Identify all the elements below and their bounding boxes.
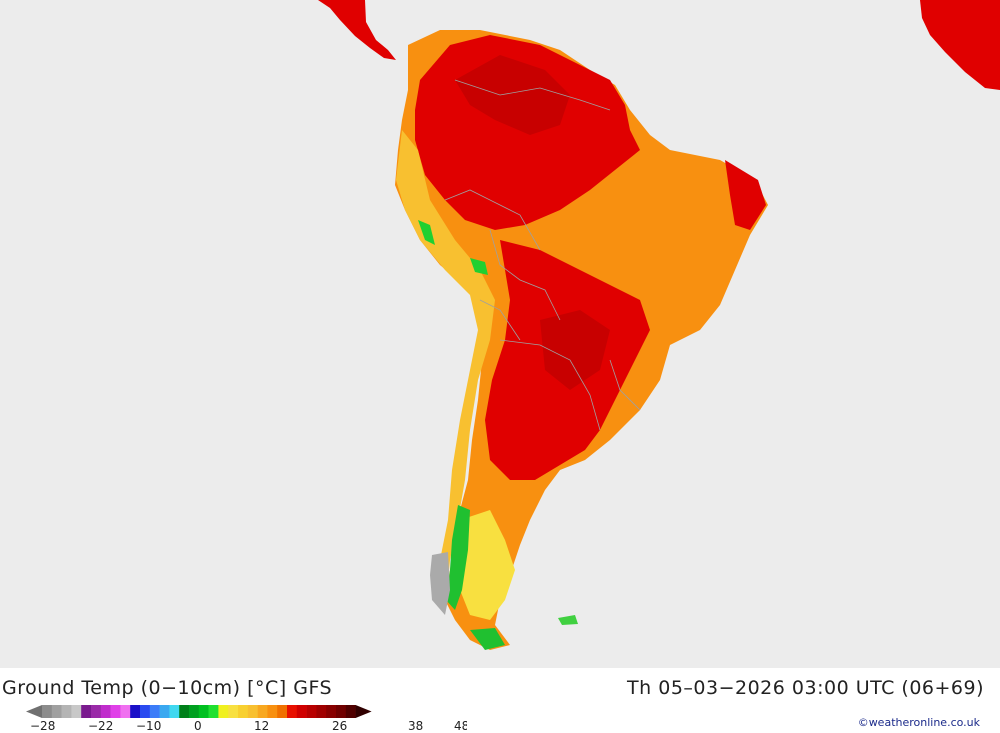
southern-chile-green — [446, 505, 470, 610]
legend-swatch — [81, 705, 92, 718]
legend-swatch — [149, 705, 160, 718]
legend-swatch — [169, 705, 180, 718]
legend-swatch — [179, 705, 190, 718]
tierra-del-fuego — [470, 628, 505, 650]
legend-swatch — [130, 705, 141, 718]
legend-swatch — [247, 705, 258, 718]
country-borders — [444, 79, 641, 431]
legend-swatch — [42, 705, 53, 718]
map-svg — [318, 0, 1000, 650]
northeast-hot-region — [725, 160, 766, 230]
legend-swatch — [326, 705, 337, 718]
legend-swatch — [61, 705, 72, 718]
legend-tick-label: 38 — [408, 719, 423, 731]
legend-swatch — [208, 705, 219, 718]
falkland-islands — [558, 615, 578, 625]
bolivia-green-spot — [470, 258, 488, 275]
legend-swatch — [51, 705, 62, 718]
legend-swatch — [71, 705, 82, 718]
legend-swatch — [316, 705, 327, 718]
legend-swatch — [228, 705, 239, 718]
chile-islands — [430, 552, 450, 615]
patagonia-region — [458, 510, 515, 620]
legend-tick-label: −22 — [88, 719, 113, 731]
credit-link[interactable]: ©weatheronline.co.uk — [857, 716, 980, 729]
legend-swatch — [277, 705, 288, 718]
color-legend: −28 −22 −10 0 12 26 38 48 — [26, 705, 467, 731]
legend-swatch — [336, 705, 347, 718]
legend-swatch — [287, 705, 298, 718]
legend-tick-label: 48 — [454, 719, 467, 731]
amazon-core — [455, 55, 570, 135]
chaco-core — [540, 310, 610, 390]
legend-swatch — [238, 705, 249, 718]
map-title: Ground Temp (0−10cm) [°C] GFS — [2, 677, 333, 699]
legend-tick-label: −10 — [136, 719, 161, 731]
legend-swatch — [345, 705, 356, 718]
legend-swatch — [140, 705, 151, 718]
legend-swatch — [189, 705, 200, 718]
legend-swatch — [91, 705, 102, 718]
andes-cool-strip — [396, 130, 495, 590]
legend-swatch — [296, 705, 307, 718]
africa-land — [920, 0, 1000, 90]
legend-swatch — [267, 705, 278, 718]
legend-swatch — [100, 705, 111, 718]
valid-time: Th 05–03−2026 03:00 UTC (06+69) — [627, 677, 984, 699]
legend-swatch — [120, 705, 131, 718]
peru-green-spot — [418, 220, 435, 245]
legend-swatch — [218, 705, 229, 718]
legend-tick-label: −28 — [30, 719, 55, 731]
legend-swatch — [198, 705, 209, 718]
legend-swatch — [257, 705, 268, 718]
legend-swatch — [110, 705, 121, 718]
central-america-land — [318, 0, 396, 60]
legend-tick-label: 0 — [194, 719, 202, 731]
legend-arrow-right — [355, 705, 372, 718]
legend-swatch — [159, 705, 170, 718]
legend-tick-label: 26 — [332, 719, 347, 731]
temperature-map — [0, 0, 1000, 668]
legend-swatch — [306, 705, 317, 718]
legend-tick-label: 12 — [254, 719, 269, 731]
legend-arrow-left — [26, 705, 42, 718]
